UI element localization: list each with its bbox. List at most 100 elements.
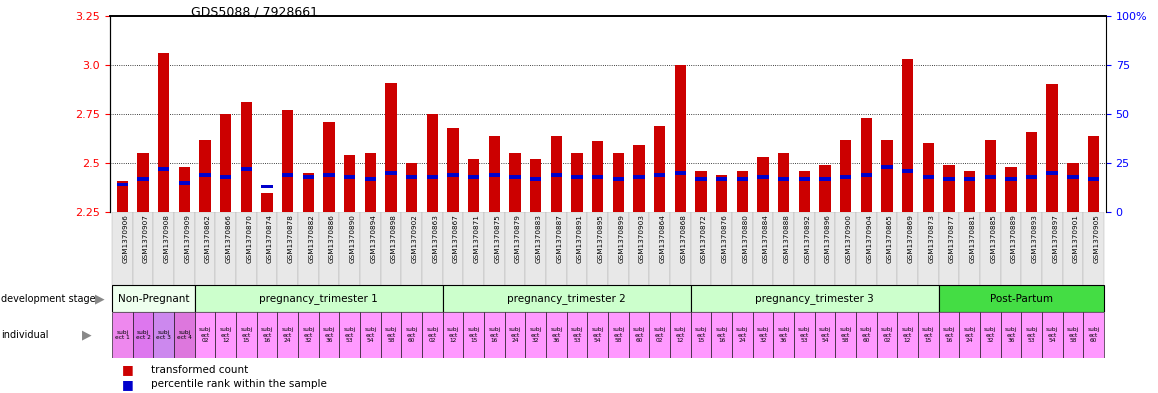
Text: ▶: ▶ — [82, 329, 91, 342]
Bar — [526, 312, 545, 358]
Bar — [302, 173, 314, 212]
Bar — [814, 212, 835, 285]
Bar — [675, 65, 686, 212]
Bar — [1047, 171, 1058, 174]
Bar — [856, 212, 877, 285]
Bar — [505, 212, 526, 285]
Bar — [923, 175, 933, 178]
Text: GSM1370869: GSM1370869 — [908, 215, 914, 263]
Bar — [753, 212, 774, 285]
Bar — [814, 312, 835, 358]
Text: GSM1370907: GSM1370907 — [144, 215, 149, 263]
Bar — [318, 212, 339, 285]
Text: subj
ect
15: subj ect 15 — [240, 327, 252, 343]
Text: subj
ect
15: subj ect 15 — [468, 327, 479, 343]
Bar — [856, 312, 877, 358]
Bar — [422, 312, 442, 358]
Bar — [468, 175, 479, 178]
Text: subj
ect
54: subj ect 54 — [1046, 327, 1058, 343]
Text: subj
ect
54: subj ect 54 — [819, 327, 831, 343]
Bar — [426, 175, 438, 178]
Bar — [1068, 163, 1078, 212]
Bar — [613, 153, 624, 212]
Text: pregnancy_trimester 1: pregnancy_trimester 1 — [259, 293, 378, 304]
Bar — [153, 212, 174, 285]
Bar — [716, 175, 727, 212]
Bar — [1083, 212, 1104, 285]
Text: GSM1370886: GSM1370886 — [329, 215, 335, 263]
Bar — [566, 312, 587, 358]
Bar — [716, 177, 727, 180]
Text: GSM1370885: GSM1370885 — [990, 215, 996, 263]
Text: subj
ect
02: subj ect 02 — [426, 327, 439, 343]
Bar — [112, 285, 195, 312]
Bar — [220, 114, 232, 212]
Bar — [736, 177, 748, 180]
Text: subj
ect
36: subj ect 36 — [550, 327, 563, 343]
Text: GSM1370873: GSM1370873 — [929, 215, 935, 263]
Bar — [592, 175, 603, 178]
Bar — [654, 173, 666, 176]
Bar — [236, 312, 257, 358]
Text: GSM1370901: GSM1370901 — [1072, 215, 1079, 263]
Text: GSM1370868: GSM1370868 — [680, 215, 687, 263]
Text: Post-Partum: Post-Partum — [990, 294, 1053, 304]
Bar — [262, 185, 273, 188]
Text: subj
ect
32: subj ect 32 — [984, 327, 996, 343]
Bar — [984, 175, 996, 178]
Bar — [592, 141, 603, 212]
Text: GSM1370898: GSM1370898 — [391, 215, 397, 263]
Bar — [484, 212, 505, 285]
Text: GSM1370896: GSM1370896 — [824, 215, 831, 263]
Bar — [1001, 312, 1021, 358]
Text: subj
ect
02: subj ect 02 — [653, 327, 666, 343]
Text: GSM1370908: GSM1370908 — [163, 215, 170, 263]
Text: transformed count: transformed count — [151, 365, 248, 375]
Bar — [938, 212, 959, 285]
Bar — [278, 312, 298, 358]
Bar — [463, 312, 484, 358]
Bar — [489, 136, 500, 212]
Bar — [442, 285, 690, 312]
Bar — [1063, 212, 1083, 285]
Bar — [257, 312, 278, 358]
Bar — [298, 212, 318, 285]
Text: development stage: development stage — [1, 294, 96, 304]
Bar — [365, 177, 376, 180]
Bar — [757, 157, 769, 212]
Text: subj
ect
32: subj ect 32 — [757, 327, 769, 343]
Text: subj
ect
24: subj ect 24 — [736, 327, 748, 343]
Bar — [133, 312, 153, 358]
Text: subj
ect
16: subj ect 16 — [489, 327, 500, 343]
Bar — [199, 140, 211, 212]
Bar — [447, 173, 459, 176]
Text: GSM1370877: GSM1370877 — [948, 215, 955, 263]
Bar — [153, 312, 174, 358]
Bar — [1042, 212, 1063, 285]
Text: GSM1370889: GSM1370889 — [1011, 215, 1017, 263]
Bar — [757, 175, 769, 178]
Bar — [195, 212, 215, 285]
Text: GSM1370879: GSM1370879 — [515, 215, 521, 263]
Text: subj
ect
53: subj ect 53 — [798, 327, 811, 343]
Bar — [959, 212, 980, 285]
Bar — [138, 177, 148, 180]
Text: ▶: ▶ — [95, 292, 104, 305]
Text: individual: individual — [1, 330, 49, 340]
Bar — [215, 312, 236, 358]
Bar — [753, 312, 774, 358]
Bar — [670, 312, 690, 358]
Text: GSM1370903: GSM1370903 — [639, 215, 645, 263]
Bar — [365, 153, 376, 212]
Bar — [1068, 175, 1078, 178]
Text: GSM1370902: GSM1370902 — [411, 215, 418, 263]
Bar — [690, 212, 711, 285]
Text: subj
ect
12: subj ect 12 — [220, 327, 232, 343]
Text: subj
ect
36: subj ect 36 — [1005, 327, 1017, 343]
Text: subj
ect
53: subj ect 53 — [1025, 327, 1038, 343]
Text: subj
ect
32: subj ect 32 — [302, 327, 315, 343]
Bar — [711, 312, 732, 358]
Bar — [220, 175, 232, 178]
Bar — [178, 181, 190, 184]
Bar — [963, 171, 975, 212]
